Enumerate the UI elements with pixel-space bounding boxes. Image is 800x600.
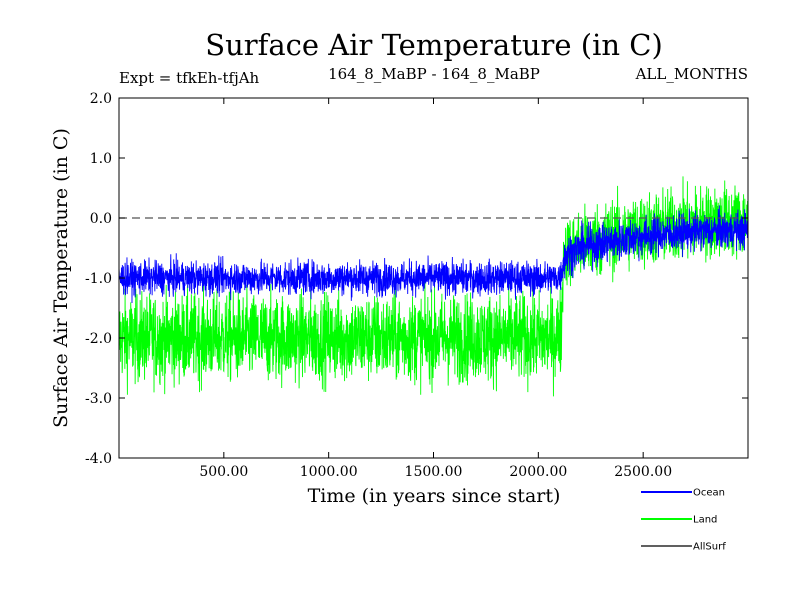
chart-title: Surface Air Temperature (in C) <box>205 28 663 62</box>
series-line-ocean <box>119 205 748 303</box>
y-tick-label: -1.0 <box>85 271 112 287</box>
x-tick-label: 1500.00 <box>405 464 463 480</box>
x-tick-label: 2000.00 <box>509 464 567 480</box>
y-tick-label: -3.0 <box>85 391 112 407</box>
experiment-label: Expt = tfkEh-tfjAh <box>119 69 260 87</box>
months-label: ALL_MONTHS <box>635 65 748 83</box>
x-axis-label: Time (in years since start) <box>308 485 561 507</box>
y-tick-label: 0.0 <box>90 211 112 227</box>
y-tick-label: 2.0 <box>90 91 112 107</box>
legend-label-land: Land <box>693 515 717 526</box>
series-layer <box>119 176 748 397</box>
x-tick-label: 500.00 <box>199 464 248 480</box>
x-tick-label: 1000.00 <box>300 464 358 480</box>
legend-label-ocean: Ocean <box>693 488 725 499</box>
comparison-label: 164_8_MaBP - 164_8_MaBP <box>328 65 540 83</box>
y-tick-label: 1.0 <box>90 151 112 167</box>
axes: 500.00 1000.00 1500.00 2000.00 2500.00 2.0 1.0… <box>85 91 748 480</box>
y-tick-label: -2.0 <box>85 331 112 347</box>
legend-label-allsurf: AllSurf <box>693 542 726 553</box>
legend: Ocean Land AllSurf <box>641 488 726 553</box>
y-axis-label: Surface Air Temperature (in C) <box>50 128 72 428</box>
x-tick-label: 2500.00 <box>614 464 672 480</box>
y-tick-label: -4.0 <box>85 451 112 467</box>
